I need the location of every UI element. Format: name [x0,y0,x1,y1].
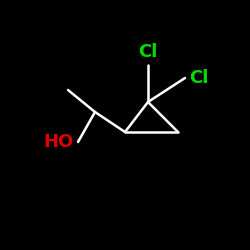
Text: Cl: Cl [189,69,208,87]
Text: Cl: Cl [138,43,158,61]
Text: HO: HO [44,133,74,151]
